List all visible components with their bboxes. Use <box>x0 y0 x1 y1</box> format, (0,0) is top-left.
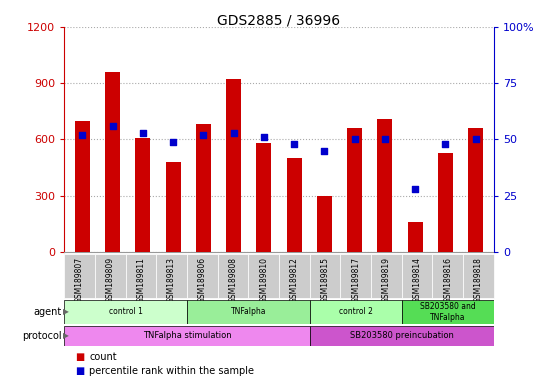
Bar <box>64 326 310 346</box>
Point <box>229 129 238 136</box>
Bar <box>377 119 392 252</box>
Bar <box>310 300 402 324</box>
Point <box>411 186 420 192</box>
Point <box>138 129 147 136</box>
Point <box>78 132 87 138</box>
Text: GSM189810: GSM189810 <box>259 257 268 303</box>
Point <box>259 134 268 140</box>
Text: count: count <box>89 352 117 362</box>
Text: ■: ■ <box>75 366 85 376</box>
Bar <box>226 79 241 252</box>
Text: GSM189808: GSM189808 <box>228 257 238 303</box>
Text: SB203580 and
TNFalpha: SB203580 and TNFalpha <box>420 302 475 321</box>
Bar <box>126 254 156 298</box>
Text: control 2: control 2 <box>339 307 373 316</box>
Text: TNFalpha stimulation: TNFalpha stimulation <box>143 331 231 340</box>
Text: GSM189811: GSM189811 <box>136 257 146 303</box>
Text: GSM189817: GSM189817 <box>351 257 360 303</box>
Text: TNFalpha: TNFalpha <box>230 307 266 316</box>
Point <box>320 147 329 154</box>
Bar <box>187 300 310 324</box>
Text: protocol: protocol <box>22 331 61 341</box>
Point <box>199 132 208 138</box>
Bar <box>402 254 432 298</box>
Point <box>108 123 117 129</box>
Text: GSM189813: GSM189813 <box>167 257 176 303</box>
Bar <box>402 300 494 324</box>
Point <box>350 136 359 142</box>
Bar <box>371 254 402 298</box>
Bar <box>95 254 126 298</box>
Text: ▶: ▶ <box>63 307 69 316</box>
Bar <box>196 124 211 252</box>
Bar <box>340 254 371 298</box>
Text: GSM189819: GSM189819 <box>382 257 391 303</box>
Bar <box>347 128 362 252</box>
Point <box>441 141 450 147</box>
Text: SB203580 preincubation: SB203580 preincubation <box>350 331 454 340</box>
Text: ■: ■ <box>75 352 85 362</box>
Bar <box>166 162 181 252</box>
Text: GSM189809: GSM189809 <box>105 257 115 303</box>
Text: GSM189806: GSM189806 <box>198 257 207 303</box>
Bar <box>310 326 494 346</box>
Point <box>471 136 480 142</box>
Point <box>169 139 177 145</box>
Bar <box>432 254 463 298</box>
Bar <box>64 300 187 324</box>
Bar <box>463 254 494 298</box>
Text: GSM189807: GSM189807 <box>75 257 84 303</box>
Bar <box>256 143 271 252</box>
Bar <box>279 254 310 298</box>
Point <box>290 141 299 147</box>
Bar <box>105 72 120 252</box>
Bar <box>407 222 423 252</box>
Bar <box>317 196 332 252</box>
Text: GSM189815: GSM189815 <box>320 257 330 303</box>
Bar <box>187 254 218 298</box>
Bar <box>75 121 90 252</box>
Bar <box>287 158 302 252</box>
Point <box>381 136 389 142</box>
Bar <box>218 254 248 298</box>
Text: control 1: control 1 <box>109 307 142 316</box>
Bar <box>468 128 483 252</box>
Text: ▶: ▶ <box>63 331 69 340</box>
Text: GSM189818: GSM189818 <box>474 257 483 303</box>
Text: agent: agent <box>33 307 61 317</box>
Bar <box>135 137 151 252</box>
Bar <box>156 254 187 298</box>
Text: percentile rank within the sample: percentile rank within the sample <box>89 366 254 376</box>
Bar <box>64 254 95 298</box>
Text: GDS2885 / 36996: GDS2885 / 36996 <box>218 13 340 27</box>
Bar <box>310 254 340 298</box>
Text: GSM189812: GSM189812 <box>290 257 299 303</box>
Bar <box>438 152 453 252</box>
Bar <box>248 254 279 298</box>
Text: GSM189816: GSM189816 <box>443 257 453 303</box>
Text: GSM189814: GSM189814 <box>412 257 422 303</box>
